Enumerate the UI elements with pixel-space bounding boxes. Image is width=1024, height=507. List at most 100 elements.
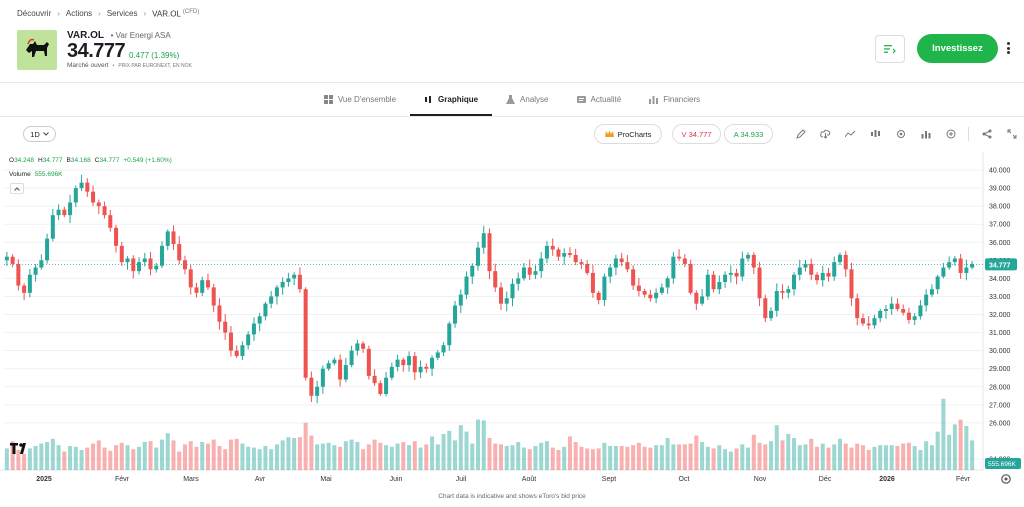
volume-bar bbox=[498, 444, 504, 470]
candle-body bbox=[251, 323, 256, 335]
ohlc-close-value: 34.777 bbox=[99, 157, 120, 164]
y-tick-label: 33.000 bbox=[989, 294, 1011, 301]
candle-body bbox=[797, 267, 802, 275]
timeframe-select[interactable]: 1D bbox=[23, 126, 56, 142]
volume-bar bbox=[39, 443, 44, 470]
breadcrumb-stocks[interactable]: Actions bbox=[65, 9, 93, 19]
candle-body bbox=[361, 343, 366, 349]
candle-body bbox=[200, 280, 205, 293]
volume-bar bbox=[269, 449, 274, 470]
collapse-legend-button[interactable] bbox=[10, 183, 24, 194]
volume-bar bbox=[114, 445, 119, 470]
candle-body bbox=[694, 292, 699, 304]
draw-pencil-icon[interactable] bbox=[793, 127, 808, 141]
y-tick-label: 39.000 bbox=[989, 186, 1011, 193]
candle-body bbox=[309, 377, 314, 396]
breadcrumb-services[interactable]: Services bbox=[106, 9, 138, 19]
candle-body bbox=[636, 285, 641, 292]
candle-body bbox=[631, 269, 636, 286]
candle-body bbox=[883, 309, 888, 311]
y-tick-label: 27.000 bbox=[989, 402, 1011, 409]
volume-bar bbox=[694, 435, 699, 470]
breadcrumb-discover[interactable]: Découvrir bbox=[17, 9, 52, 19]
market-open-label: Marché ouvert bbox=[67, 62, 109, 69]
volume-bar bbox=[326, 442, 331, 470]
buy-price-button[interactable]: A 34.933 bbox=[724, 124, 773, 144]
candles-icon[interactable] bbox=[868, 127, 883, 141]
candle-body bbox=[401, 359, 406, 366]
cloud-icon[interactable] bbox=[818, 127, 833, 141]
sell-price-button[interactable]: V 34.777 bbox=[672, 124, 721, 144]
current-price: 34.777 bbox=[67, 40, 126, 62]
candle-body bbox=[860, 318, 865, 324]
ohlc-high-label: H bbox=[37, 157, 43, 164]
procharts-button[interactable]: ProCharts bbox=[594, 124, 662, 144]
ohlc-close: C34.777 bbox=[95, 157, 120, 164]
volume-bar bbox=[901, 443, 906, 470]
candle-body bbox=[705, 274, 710, 297]
x-tick-label: Févr bbox=[956, 476, 971, 483]
company-name-text: Var Energi ASA bbox=[115, 31, 171, 40]
tab-news[interactable]: Actualité bbox=[563, 83, 636, 116]
candle-body bbox=[453, 305, 458, 324]
line-chart-icon[interactable] bbox=[843, 127, 858, 141]
volume-bar bbox=[470, 443, 475, 470]
candle-body bbox=[412, 356, 417, 373]
ohlc-open-label: O bbox=[9, 157, 15, 164]
tab-analysis[interactable]: Analyse bbox=[492, 83, 562, 116]
volume-bar bbox=[585, 448, 590, 470]
candle-body bbox=[682, 258, 687, 264]
candle-body bbox=[585, 263, 590, 273]
volume-bar bbox=[458, 425, 463, 470]
x-tick-label: Avr bbox=[255, 476, 266, 483]
candle-body bbox=[947, 262, 952, 268]
volume-bar bbox=[533, 446, 538, 470]
x-tick-label: 2025 bbox=[36, 476, 52, 483]
candle-body bbox=[91, 191, 96, 203]
news-icon bbox=[576, 96, 586, 103]
chart-settings-gear-icon[interactable] bbox=[1000, 472, 1012, 484]
candle-body bbox=[642, 291, 647, 295]
tab-chart[interactable]: Graphique bbox=[410, 83, 493, 116]
candle-body bbox=[820, 272, 825, 281]
candle-body bbox=[711, 274, 716, 290]
tradingview-logo-icon[interactable] bbox=[10, 443, 30, 455]
volume-bar bbox=[665, 438, 670, 470]
volume-bar bbox=[837, 438, 842, 470]
volume-bar bbox=[194, 446, 199, 470]
price-chart[interactable]: 24.00026.00027.00028.00029.00030.00031.0… bbox=[0, 152, 1024, 487]
candle-body bbox=[487, 233, 492, 272]
candle-body bbox=[677, 256, 682, 259]
volume-bar bbox=[332, 445, 337, 470]
tab-financials[interactable]: Financiers bbox=[635, 83, 714, 116]
candle-body bbox=[297, 274, 302, 290]
candle-body bbox=[85, 182, 90, 192]
candle-body bbox=[447, 323, 452, 346]
volume-bar bbox=[50, 438, 55, 470]
more-options-icon[interactable] bbox=[1003, 40, 1013, 56]
watchlist-button[interactable] bbox=[875, 35, 905, 63]
indicators-icon[interactable] bbox=[918, 127, 933, 141]
tab-overview[interactable]: Vue D'ensemble bbox=[310, 83, 410, 116]
candle-body bbox=[234, 350, 239, 357]
volume-bar bbox=[958, 419, 963, 470]
fullscreen-icon[interactable] bbox=[1004, 127, 1019, 141]
settings-gear-icon[interactable] bbox=[893, 127, 908, 141]
volume-legend: Volume 555.696K bbox=[9, 171, 63, 178]
company-logo bbox=[17, 30, 57, 70]
share-icon[interactable] bbox=[979, 127, 994, 141]
candle-body bbox=[464, 276, 469, 295]
candle-body bbox=[407, 356, 412, 366]
invest-button[interactable]: Investissez bbox=[917, 34, 998, 63]
volume-bar bbox=[677, 444, 682, 470]
breadcrumb: Découvrir › Actions › Services › VAR.OL … bbox=[17, 9, 199, 19]
add-circle-icon[interactable] bbox=[943, 127, 958, 141]
chart-icon bbox=[425, 96, 432, 103]
volume-bar bbox=[228, 439, 233, 470]
candle-body bbox=[292, 274, 297, 279]
candle-body bbox=[257, 316, 262, 324]
volume-bar bbox=[878, 445, 883, 470]
volume-bar bbox=[453, 440, 458, 470]
volume-bar bbox=[792, 438, 797, 470]
volume-bar bbox=[378, 442, 383, 470]
